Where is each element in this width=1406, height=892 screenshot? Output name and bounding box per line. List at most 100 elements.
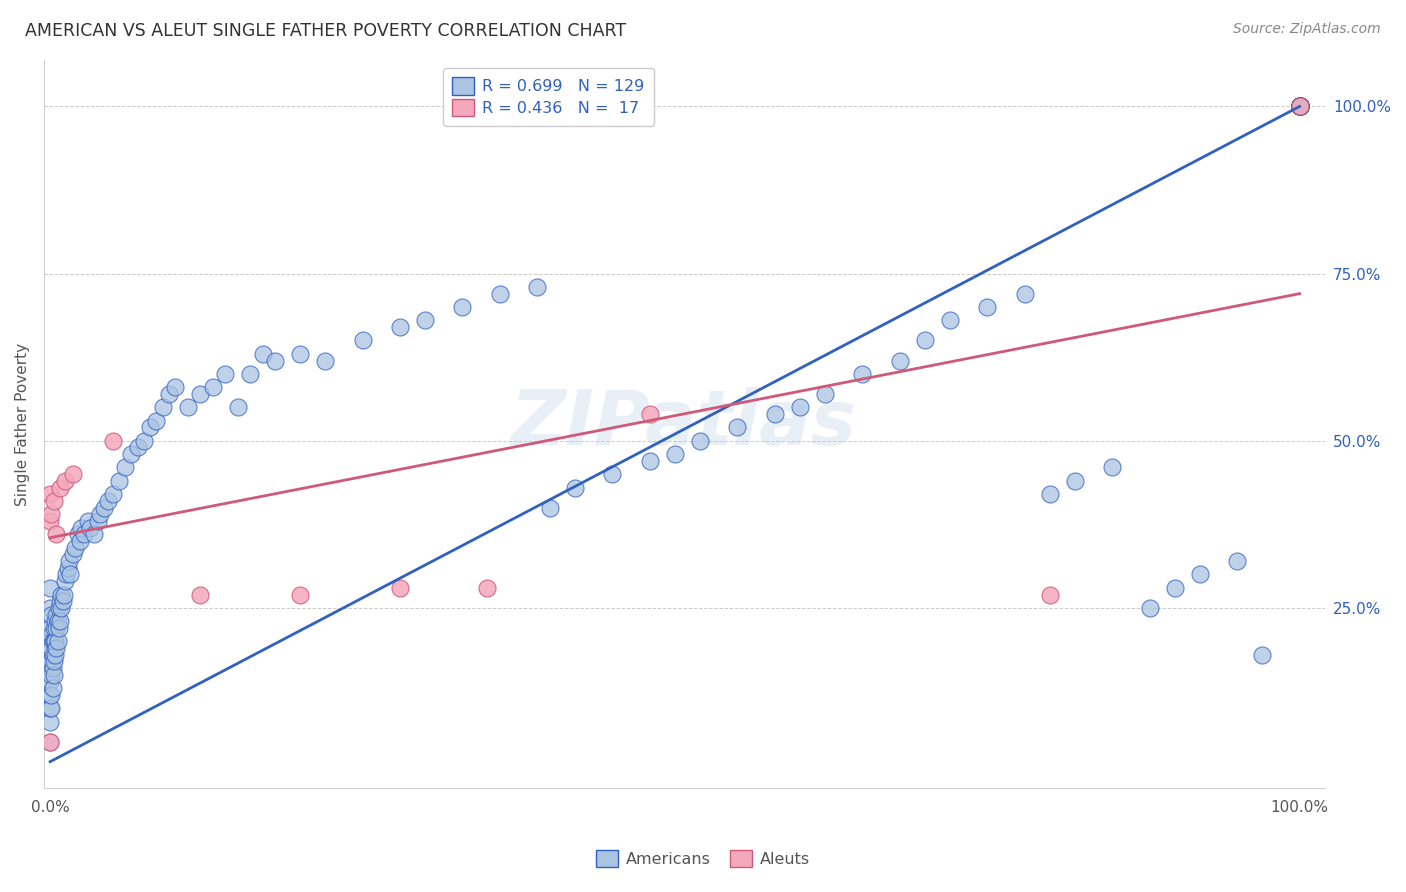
Point	[39, 688, 62, 702]
Point	[41, 681, 63, 695]
Point	[41, 667, 63, 681]
Point	[1164, 581, 1187, 595]
Point	[252, 347, 274, 361]
Point	[239, 367, 262, 381]
Point	[1251, 648, 1274, 662]
Point	[1288, 99, 1310, 113]
Point	[127, 441, 149, 455]
Point	[39, 621, 62, 635]
Point	[226, 401, 249, 415]
Point	[45, 621, 67, 635]
Point	[62, 467, 84, 482]
Point	[41, 634, 63, 648]
Point	[93, 500, 115, 515]
Point	[914, 334, 936, 348]
Point	[56, 561, 79, 575]
Point	[1063, 474, 1085, 488]
Point	[176, 401, 198, 415]
Point	[44, 615, 66, 629]
Point	[39, 581, 62, 595]
Point	[51, 588, 73, 602]
Point	[288, 588, 311, 602]
Point	[73, 527, 96, 541]
Point	[41, 648, 63, 662]
Point	[42, 621, 65, 635]
Point	[41, 627, 63, 641]
Point	[39, 601, 62, 615]
Point	[1288, 99, 1310, 113]
Point	[55, 567, 77, 582]
Point	[86, 514, 108, 528]
Point	[188, 588, 211, 602]
Point	[1014, 286, 1036, 301]
Point	[46, 634, 69, 648]
Point	[62, 548, 84, 562]
Point	[152, 401, 174, 415]
Point	[564, 481, 586, 495]
Point	[1288, 99, 1310, 113]
Point	[53, 474, 76, 488]
Legend: R = 0.699   N = 129, R = 0.436   N =  17: R = 0.699 N = 129, R = 0.436 N = 17	[443, 68, 654, 126]
Point	[42, 667, 65, 681]
Point	[39, 654, 62, 668]
Point	[42, 494, 65, 508]
Point	[46, 615, 69, 629]
Point	[201, 380, 224, 394]
Point	[49, 481, 72, 495]
Point	[1039, 588, 1062, 602]
Point	[1288, 99, 1310, 113]
Point	[51, 601, 73, 615]
Point	[1288, 99, 1310, 113]
Point	[1288, 99, 1310, 113]
Point	[48, 601, 70, 615]
Point	[76, 514, 98, 528]
Point	[41, 607, 63, 622]
Point	[664, 447, 686, 461]
Point	[389, 581, 412, 595]
Point	[41, 654, 63, 668]
Point	[526, 280, 548, 294]
Point	[145, 414, 167, 428]
Point	[39, 734, 62, 748]
Point	[49, 594, 72, 608]
Point	[188, 387, 211, 401]
Point	[48, 621, 70, 635]
Point	[63, 541, 86, 555]
Point	[814, 387, 837, 401]
Point	[157, 387, 180, 401]
Point	[413, 313, 436, 327]
Point	[108, 474, 131, 488]
Point	[66, 527, 89, 541]
Point	[689, 434, 711, 448]
Point	[53, 574, 76, 589]
Point	[1288, 99, 1310, 113]
Text: AMERICAN VS ALEUT SINGLE FATHER POVERTY CORRELATION CHART: AMERICAN VS ALEUT SINGLE FATHER POVERTY …	[25, 22, 627, 40]
Point	[42, 634, 65, 648]
Point	[602, 467, 624, 482]
Point	[114, 460, 136, 475]
Point	[89, 508, 111, 522]
Point	[79, 521, 101, 535]
Point	[1188, 567, 1211, 582]
Point	[101, 487, 124, 501]
Point	[1039, 487, 1062, 501]
Point	[39, 514, 62, 528]
Point	[1288, 99, 1310, 113]
Point	[851, 367, 873, 381]
Point	[889, 353, 911, 368]
Point	[538, 500, 561, 515]
Text: Source: ZipAtlas.com: Source: ZipAtlas.com	[1233, 22, 1381, 37]
Point	[1288, 99, 1310, 113]
Point	[1226, 554, 1249, 568]
Point	[44, 648, 66, 662]
Point	[45, 640, 67, 655]
Point	[83, 527, 105, 541]
Point	[132, 434, 155, 448]
Point	[59, 567, 82, 582]
Point	[451, 300, 474, 314]
Point	[1288, 99, 1310, 113]
Y-axis label: Single Father Poverty: Single Father Poverty	[15, 343, 30, 506]
Point	[41, 701, 63, 715]
Legend: Americans, Aleuts: Americans, Aleuts	[589, 843, 817, 873]
Point	[97, 494, 120, 508]
